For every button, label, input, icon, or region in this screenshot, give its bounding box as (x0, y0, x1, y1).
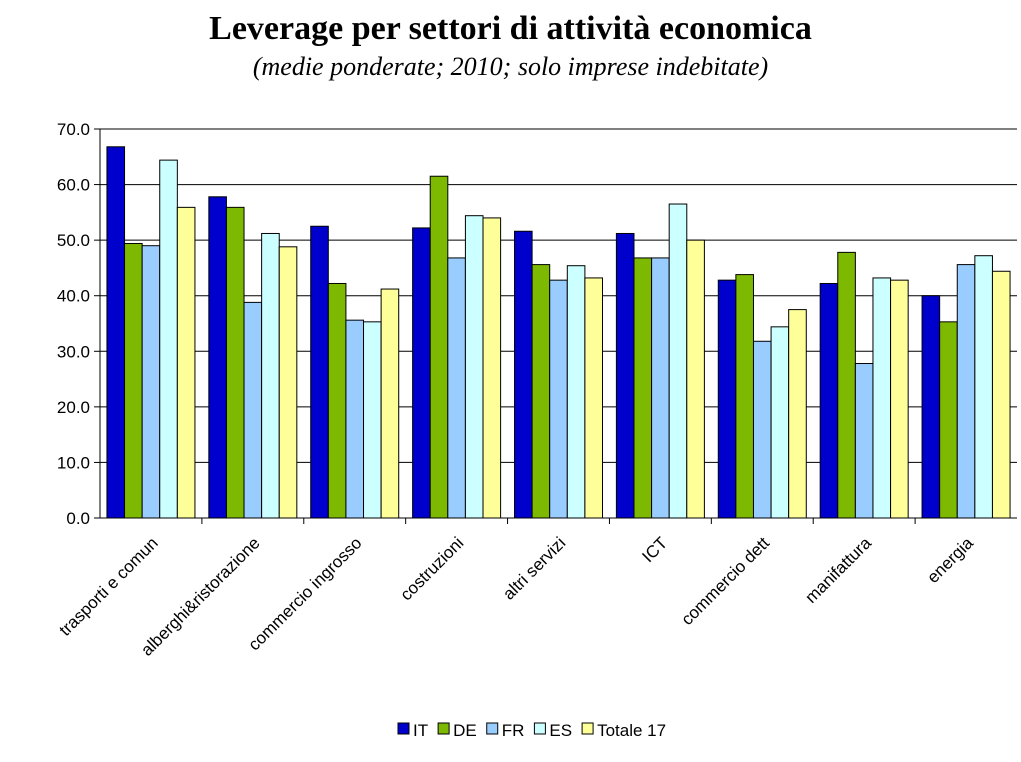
bar (363, 321, 382, 519)
bar (991, 270, 1011, 519)
legend-swatch (533, 722, 546, 735)
y-tick-label: 40.0 (57, 287, 90, 306)
chart-title: Leverage per settori di attività economi… (209, 10, 812, 47)
bar (514, 230, 533, 519)
bar (615, 232, 635, 519)
x-category-label: commercio dett (678, 533, 774, 629)
legend-swatch (437, 722, 450, 735)
bar (890, 279, 909, 519)
bar (243, 301, 263, 519)
chart-subtitle: (medie ponderate; 2010; solo imprese ind… (252, 52, 769, 81)
bar (566, 265, 586, 519)
bar (819, 282, 839, 519)
legend-label: IT (413, 721, 428, 740)
bar (788, 309, 807, 519)
bar (124, 242, 143, 519)
bar (549, 279, 568, 519)
bar (447, 257, 466, 519)
legend-label: FR (502, 721, 525, 740)
bar (141, 245, 161, 519)
bar (752, 340, 772, 519)
x-category-label: manifattura (801, 533, 875, 607)
bar (770, 326, 790, 519)
legend-swatch (397, 722, 410, 735)
bar (310, 225, 329, 519)
bar (225, 206, 245, 519)
bar (974, 255, 993, 519)
x-category-label: altri servizi (499, 533, 569, 603)
y-tick-label: 60.0 (57, 176, 90, 195)
legend-swatch (581, 722, 594, 735)
bar (345, 319, 365, 519)
bar (668, 203, 688, 519)
bar (429, 175, 449, 519)
bar (837, 251, 856, 519)
bar (176, 206, 196, 519)
x-category-label: ICT (638, 533, 671, 566)
bar (380, 288, 400, 519)
bar (278, 246, 298, 519)
x-category-label: commercio ingrosso (245, 533, 366, 654)
bar (327, 282, 347, 519)
y-tick-label: 70.0 (57, 120, 90, 139)
bar (921, 295, 941, 519)
bar (531, 264, 551, 519)
bar (261, 232, 280, 519)
bar (956, 264, 976, 519)
y-tick-label: 10.0 (57, 453, 90, 472)
bar (106, 146, 126, 519)
x-category-label: trasporti e comun (55, 533, 161, 639)
x-category-label: energia (923, 533, 977, 587)
bar (633, 257, 653, 519)
bar (939, 321, 958, 519)
bar (412, 227, 431, 519)
y-tick-label: 30.0 (57, 342, 90, 361)
bar (651, 257, 670, 519)
bar (464, 215, 484, 519)
bar (686, 239, 705, 519)
bar (735, 274, 754, 519)
y-tick-label: 20.0 (57, 398, 90, 417)
bar (159, 159, 178, 519)
bar (872, 277, 892, 519)
x-category-label: costruzioni (397, 533, 468, 604)
bar (208, 196, 227, 519)
bar (584, 277, 604, 519)
legend-label: DE (453, 721, 477, 740)
bar (482, 217, 502, 519)
legend-swatch (486, 722, 499, 735)
bar (717, 279, 737, 519)
y-tick-label: 50.0 (57, 231, 90, 250)
y-tick-label: 0.0 (66, 509, 90, 528)
legend-label: Totale 17 (597, 721, 666, 740)
legend-label: ES (549, 721, 572, 740)
bar (854, 363, 874, 519)
